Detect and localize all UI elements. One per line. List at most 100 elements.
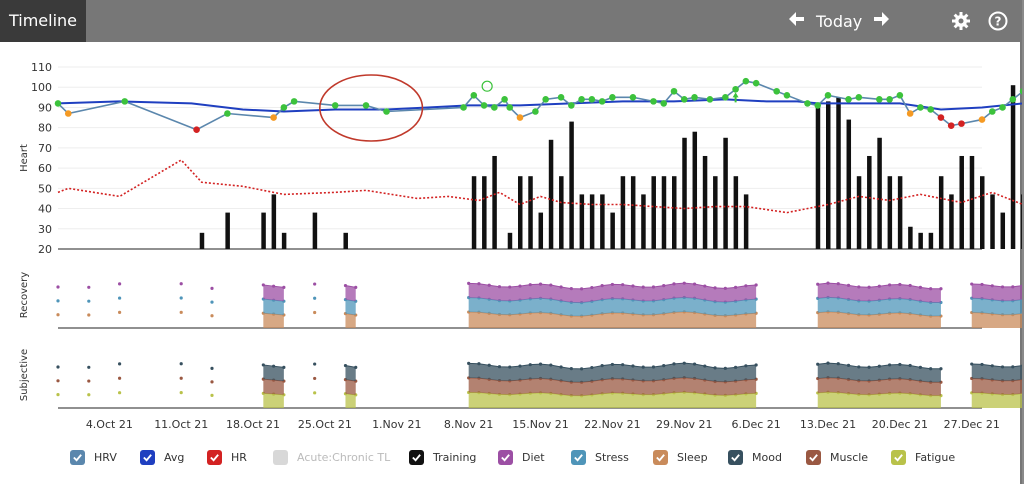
diet-point bbox=[662, 284, 666, 288]
hrv-point[interactable] bbox=[691, 94, 698, 101]
training-bar bbox=[682, 137, 687, 249]
hrv-point[interactable] bbox=[1009, 96, 1017, 103]
hrv-point[interactable] bbox=[999, 104, 1006, 111]
hrv-point[interactable] bbox=[670, 87, 678, 95]
diet-point bbox=[497, 285, 502, 289]
hrv-point[interactable] bbox=[480, 102, 488, 109]
legend-item-training[interactable]: Training bbox=[409, 450, 476, 465]
hrv-point[interactable] bbox=[516, 114, 524, 121]
hrv-point[interactable] bbox=[814, 102, 822, 109]
checkbox-icon[interactable] bbox=[409, 450, 424, 465]
hrv-point[interactable] bbox=[855, 94, 863, 101]
stress-point bbox=[210, 300, 214, 304]
hrv-point[interactable] bbox=[773, 87, 780, 95]
hrv-point[interactable] bbox=[722, 94, 729, 101]
hrv-point[interactable] bbox=[290, 98, 298, 105]
hrv-point[interactable] bbox=[732, 85, 739, 93]
checkbox-icon[interactable] bbox=[498, 450, 513, 465]
hrv-point[interactable] bbox=[193, 126, 200, 133]
hrv-point[interactable] bbox=[470, 92, 478, 99]
hrv-point[interactable] bbox=[988, 108, 996, 115]
hrv-point[interactable] bbox=[280, 104, 288, 111]
checkbox-icon[interactable] bbox=[273, 450, 288, 465]
hrv-point[interactable] bbox=[650, 98, 657, 105]
hrv-point[interactable] bbox=[460, 104, 467, 111]
hrv-point[interactable] bbox=[824, 92, 832, 99]
diet-point bbox=[518, 284, 522, 288]
hrv-point[interactable] bbox=[557, 94, 565, 101]
hrv-point[interactable] bbox=[752, 79, 760, 87]
hrv-point[interactable] bbox=[383, 108, 390, 115]
hrv-point[interactable] bbox=[54, 100, 62, 107]
hrv-point[interactable] bbox=[568, 102, 575, 109]
hrv-point[interactable] bbox=[845, 96, 852, 103]
checkbox-icon[interactable] bbox=[207, 450, 222, 465]
checkbox-icon[interactable] bbox=[571, 450, 586, 465]
legend-item-fatigue[interactable]: Fatigue bbox=[891, 450, 955, 465]
hrv-point[interactable] bbox=[121, 98, 129, 105]
mood-edge bbox=[345, 365, 356, 368]
hrv-point[interactable] bbox=[598, 98, 606, 105]
sleep-area bbox=[817, 311, 941, 328]
stress-point bbox=[56, 299, 60, 303]
hrv-point[interactable] bbox=[609, 94, 616, 101]
hrv-point[interactable] bbox=[783, 92, 791, 99]
legend-item-mood[interactable]: Mood bbox=[728, 450, 782, 465]
checkbox-icon[interactable] bbox=[140, 450, 155, 465]
hrv-point[interactable] bbox=[804, 100, 811, 107]
hrv-point[interactable] bbox=[224, 110, 231, 117]
diet-point bbox=[990, 284, 994, 288]
checkbox-icon[interactable] bbox=[891, 450, 906, 465]
hrv-point[interactable] bbox=[331, 102, 339, 109]
x-tick-label: 4.Oct 21 bbox=[86, 418, 133, 431]
arrow-right-icon[interactable] bbox=[872, 9, 892, 34]
checkbox-icon[interactable] bbox=[653, 450, 668, 465]
checkbox-icon[interactable] bbox=[728, 450, 743, 465]
hrv-point[interactable] bbox=[501, 96, 508, 103]
hrv-point[interactable] bbox=[532, 108, 539, 115]
mood-point bbox=[1000, 365, 1005, 369]
hrv-point[interactable] bbox=[362, 102, 370, 109]
hrv-point[interactable] bbox=[1019, 88, 1022, 95]
today-button[interactable]: Today bbox=[816, 11, 863, 31]
hrv-point[interactable] bbox=[706, 96, 714, 103]
hrv-point[interactable] bbox=[978, 116, 986, 123]
mood-point bbox=[528, 363, 532, 367]
hrv-point[interactable] bbox=[578, 96, 585, 103]
hrv-point[interactable] bbox=[629, 94, 637, 101]
hrv-point[interactable] bbox=[896, 92, 904, 99]
hrv-point[interactable] bbox=[917, 104, 924, 111]
hrv-point[interactable] bbox=[491, 104, 498, 111]
hrv-point[interactable] bbox=[876, 96, 883, 103]
hrv-point[interactable] bbox=[270, 114, 277, 121]
help-icon[interactable]: ? bbox=[988, 11, 1008, 31]
legend-item-muscle[interactable]: Muscle bbox=[806, 450, 868, 465]
legend-item-sleep[interactable]: Sleep bbox=[653, 450, 708, 465]
hrv-point[interactable] bbox=[906, 110, 914, 117]
diet-point bbox=[210, 286, 214, 290]
legend-item-acute-chronic-tl[interactable]: Acute:Chronic TL bbox=[273, 450, 390, 465]
checkbox-icon[interactable] bbox=[806, 450, 821, 465]
hrv-point[interactable] bbox=[742, 77, 750, 85]
legend-item-hr[interactable]: HR bbox=[207, 450, 247, 465]
legend-item-avg[interactable]: Avg bbox=[140, 450, 184, 465]
hrv-point[interactable] bbox=[958, 120, 965, 127]
hrv-point[interactable] bbox=[886, 96, 893, 103]
hrv-point[interactable] bbox=[506, 104, 514, 111]
legend-item-hrv[interactable]: HRV bbox=[70, 450, 117, 465]
arrow-left-icon[interactable] bbox=[786, 9, 806, 34]
legend-item-diet[interactable]: Diet bbox=[498, 450, 545, 465]
hrv-point[interactable] bbox=[937, 114, 945, 121]
hrv-point[interactable] bbox=[64, 110, 72, 117]
mood-point bbox=[877, 364, 881, 368]
hrv-point[interactable] bbox=[660, 100, 668, 107]
hrv-point[interactable] bbox=[680, 96, 688, 103]
hrv-point[interactable] bbox=[542, 96, 549, 103]
checkbox-icon[interactable] bbox=[70, 450, 85, 465]
legend-item-stress[interactable]: Stress bbox=[571, 450, 629, 465]
gear-icon[interactable] bbox=[951, 11, 971, 31]
timeline-chart[interactable]: 20 30 40 50 60 70 80 90 100 110 Heart Recovery Subje… bbox=[0, 42, 1022, 446]
hrv-point[interactable] bbox=[947, 122, 955, 129]
hrv-point[interactable] bbox=[927, 106, 934, 113]
hrv-point[interactable] bbox=[588, 96, 596, 103]
